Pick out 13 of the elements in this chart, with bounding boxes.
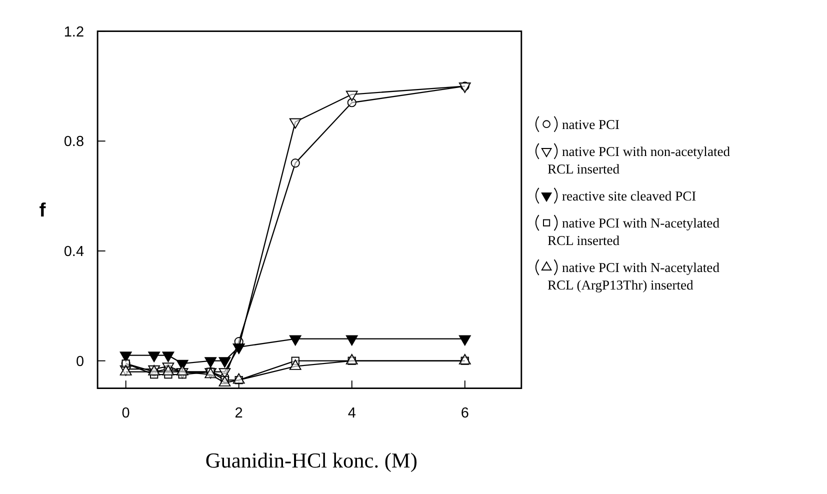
y-tick-label: 0.4 — [64, 244, 84, 260]
legend-label: native PCI with N-acetylated RCL inserted — [548, 216, 720, 248]
y-tick-label: 0.8 — [64, 134, 84, 150]
x-tick-label: 2 — [234, 405, 243, 422]
y-tick-label: 1.2 — [64, 24, 84, 40]
legend-label: native PCI — [562, 116, 620, 132]
x-tick-label: 4 — [348, 405, 356, 422]
y-tick-label: 0 — [76, 354, 84, 370]
y-axis-title: f — [39, 200, 46, 222]
x-tick-label: 0 — [122, 405, 130, 422]
x-tick-label: 6 — [460, 405, 469, 422]
x-axis-title: Guanidin-HCl konc. (M) — [205, 448, 418, 473]
legend-label: reactive site cleaved PCI — [562, 188, 697, 204]
